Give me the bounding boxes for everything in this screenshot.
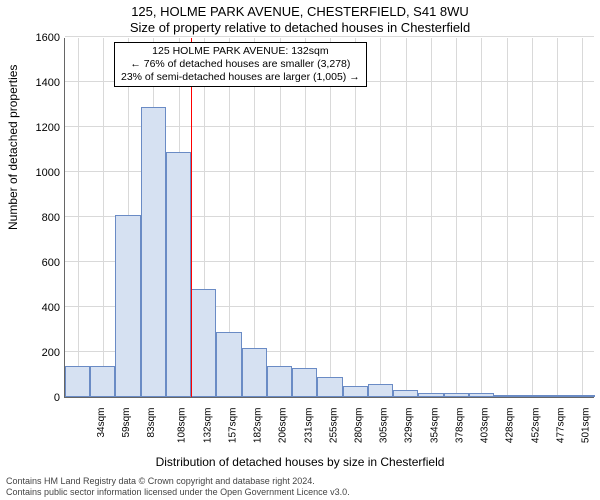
x-tick-label: 403sqm [480, 408, 491, 444]
gridline-vertical [406, 38, 407, 397]
x-tick-label: 108sqm [177, 408, 188, 444]
gridline-vertical [305, 38, 306, 397]
gridline-vertical [355, 38, 356, 397]
histogram-bar [368, 384, 393, 398]
footer-line1: Contains HM Land Registry data © Crown c… [6, 476, 594, 487]
gridline-vertical [103, 38, 104, 397]
histogram-bar [444, 393, 469, 398]
histogram-bar [216, 332, 241, 397]
gridline-horizontal [65, 36, 594, 37]
gridline-vertical [330, 38, 331, 397]
y-tick-label: 600 [20, 257, 60, 269]
histogram-bar [267, 366, 292, 398]
y-tick-label: 800 [20, 212, 60, 224]
histogram-bar [191, 289, 216, 397]
histogram-bar [141, 107, 166, 397]
gridline-vertical [582, 38, 583, 397]
histogram-bar [343, 386, 368, 397]
y-tick-label: 200 [20, 347, 60, 359]
gridline-vertical [431, 38, 432, 397]
gridline-vertical [254, 38, 255, 397]
histogram-bar [242, 348, 267, 398]
annotation-line1: 125 HOLME PARK AVENUE: 132sqm [121, 45, 360, 58]
x-tick-label: 34sqm [96, 408, 107, 438]
x-tick-label: 231sqm [303, 408, 314, 444]
gridline-vertical [380, 38, 381, 397]
gridline-vertical [280, 38, 281, 397]
y-axis-label: Number of detached properties [6, 65, 20, 230]
histogram-bar [494, 395, 519, 397]
x-tick-label: 83sqm [146, 408, 157, 438]
y-tick-label: 1400 [20, 77, 60, 89]
y-tick-label: 400 [20, 302, 60, 314]
histogram-bar [65, 366, 90, 398]
x-tick-label: 378sqm [455, 408, 466, 444]
chart-title-line1: 125, HOLME PARK AVENUE, CHESTERFIELD, S4… [0, 4, 600, 19]
gridline-vertical [557, 38, 558, 397]
x-tick-label: 329sqm [404, 408, 415, 444]
histogram-bar [418, 393, 443, 398]
x-tick-label: 59sqm [121, 408, 132, 438]
x-tick-label: 428sqm [505, 408, 516, 444]
footer-line2: Contains public sector information licen… [6, 487, 594, 498]
x-tick-label: 305sqm [379, 408, 390, 444]
y-tick-label: 1600 [20, 32, 60, 44]
y-tick-label: 1200 [20, 122, 60, 134]
x-axis-label: Distribution of detached houses by size … [0, 455, 600, 469]
histogram-bar [570, 395, 595, 397]
annotation-line3: 23% of semi-detached houses are larger (… [121, 71, 360, 84]
gridline-vertical [532, 38, 533, 397]
plot-area [64, 38, 594, 398]
x-tick-label: 132sqm [202, 408, 213, 444]
x-tick-label: 452sqm [530, 408, 541, 444]
annotation-line2: ← 76% of detached houses are smaller (3,… [121, 58, 360, 71]
histogram-bar [393, 390, 418, 397]
gridline-vertical [78, 38, 79, 397]
histogram-bar [519, 395, 544, 397]
footer-attribution: Contains HM Land Registry data © Crown c… [6, 476, 594, 498]
x-tick-label: 280sqm [354, 408, 365, 444]
x-tick-label: 477sqm [555, 408, 566, 444]
chart-title-line2: Size of property relative to detached ho… [0, 20, 600, 35]
annotation-box: 125 HOLME PARK AVENUE: 132sqm← 76% of de… [114, 42, 367, 87]
histogram-bar [317, 377, 342, 397]
x-tick-label: 501sqm [581, 408, 592, 444]
x-tick-label: 354sqm [429, 408, 440, 444]
gridline-vertical [456, 38, 457, 397]
x-tick-label: 255sqm [328, 408, 339, 444]
y-tick-label: 0 [20, 392, 60, 404]
y-tick-label: 1000 [20, 167, 60, 179]
histogram-bar [469, 393, 494, 398]
gridline-vertical [507, 38, 508, 397]
x-tick-label: 182sqm [253, 408, 264, 444]
histogram-bar [115, 215, 140, 397]
histogram-bar [90, 366, 115, 398]
histogram-bar [545, 395, 570, 397]
reference-line [191, 38, 192, 397]
histogram-bar [292, 368, 317, 397]
x-tick-label: 157sqm [227, 408, 238, 444]
x-tick-label: 206sqm [278, 408, 289, 444]
histogram-bar [166, 152, 191, 397]
chart-container: 125, HOLME PARK AVENUE, CHESTERFIELD, S4… [0, 0, 600, 500]
gridline-vertical [481, 38, 482, 397]
